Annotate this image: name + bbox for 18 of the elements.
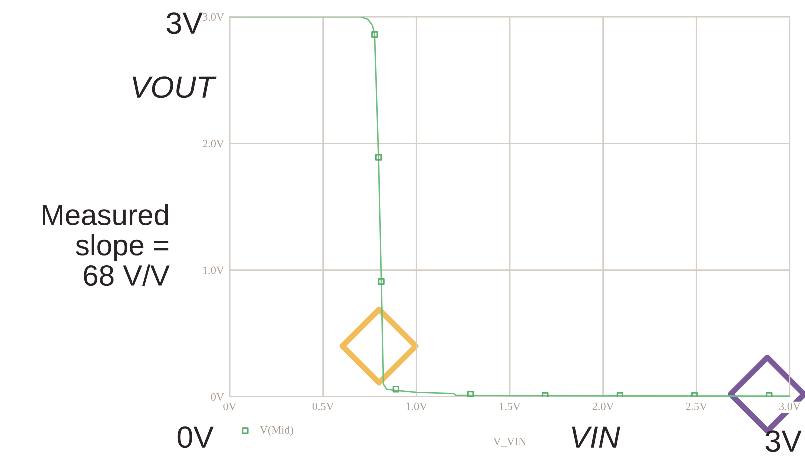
x-tick-label: 0V: [224, 402, 237, 410]
text: 3V: [166, 12, 203, 34]
text: Measured slope = 68 V/V: [43, 204, 170, 286]
text: VOUT: [132, 76, 217, 98]
x-tick-label: 3.0V: [780, 402, 801, 410]
text: VIN: [572, 426, 620, 448]
x-axis-title: V_VIN: [493, 438, 526, 447]
y-tick-label: 1.0V: [204, 266, 224, 274]
y-tick-label: 2.0V: [203, 140, 224, 148]
x-tick-label: 2.0V: [592, 402, 614, 410]
x-tick-label: 0.5V: [312, 402, 334, 410]
y-tick-label: 0V: [211, 393, 224, 402]
y-tick-label: 3.0V: [203, 13, 224, 22]
x-tick-label: 1.0V: [406, 402, 428, 410]
x-tick-label: 2.5V: [686, 402, 708, 410]
text: 3V: [766, 430, 802, 452]
x-tick-label: 1.5V: [500, 402, 521, 410]
legend-label: V(Mid): [260, 426, 294, 436]
